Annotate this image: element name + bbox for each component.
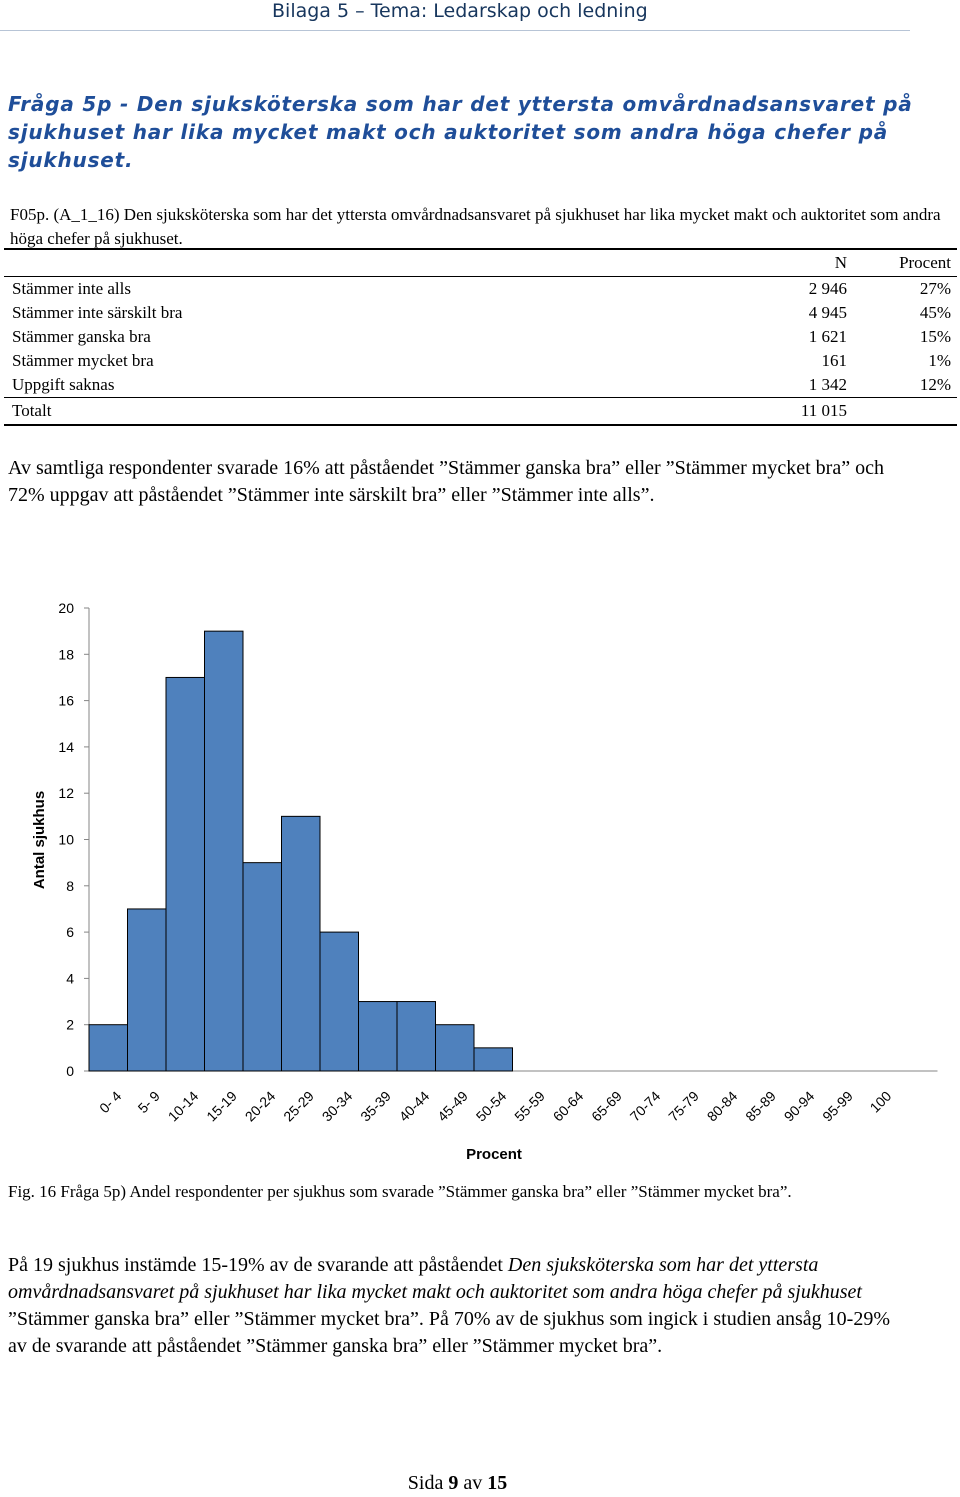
y-tick-label: 14: [58, 739, 74, 755]
x-tick-label: 65-69: [588, 1088, 625, 1125]
histogram-bar: [396, 1001, 436, 1072]
page-header: Bilaga 5 – Tema: Ledarskap och ledning: [0, 0, 910, 31]
y-tick-label: 0: [66, 1063, 74, 1079]
footer-middle: av: [458, 1472, 488, 1494]
x-tick-label: 90-94: [781, 1088, 818, 1125]
row-percent: 45%: [919, 303, 951, 322]
column-header-percent: Procent: [853, 248, 957, 277]
table-row: Stämmer inte alls 2 946 27%: [4, 277, 957, 302]
histogram-bar: [127, 908, 167, 1072]
x-tick-label: 35-39: [357, 1088, 394, 1125]
row-label: Stämmer inte särskilt bra: [12, 303, 183, 322]
question-heading: Fråga 5p - Den sjuksköterska som har det…: [8, 92, 913, 172]
row-percent: 15%: [919, 327, 951, 346]
y-tick-label: 16: [58, 693, 74, 709]
figure-caption: Fig. 16 Fråga 5p) Andel respondenter per…: [8, 1182, 792, 1201]
row-label: Stämmer ganska bra: [12, 327, 151, 346]
row-n: 2 946: [808, 279, 847, 298]
x-tick-label: 55-59: [511, 1088, 548, 1125]
y-tick-label: 8: [66, 878, 74, 894]
y-axis-label: Antal sjukhus: [31, 791, 48, 889]
y-tick-label: 10: [58, 832, 74, 848]
row-label: Stämmer inte alls: [12, 279, 131, 298]
total-label: Totalt: [4, 397, 727, 426]
y-tick-label: 4: [66, 970, 74, 986]
x-tick-label: 50-54: [473, 1088, 510, 1125]
x-tick-label: 70-74: [627, 1088, 664, 1125]
row-label: Stämmer mycket bra: [12, 351, 154, 370]
frequency-table: N Procent Stämmer inte alls 2 946 27% St…: [4, 248, 957, 426]
histogram-bar: [165, 676, 205, 1072]
page-header-text: Bilaga 5 – Tema: Ledarskap och ledning: [272, 0, 648, 22]
footer-prefix: Sida: [407, 1472, 449, 1494]
page-footer: Sida 9 av 15: [0, 1472, 915, 1495]
histogram-bar: [204, 630, 244, 1072]
x-tick-label: 75-79: [665, 1088, 702, 1125]
row-label: Uppgift saknas: [12, 375, 115, 394]
x-tick-label: 10-14: [165, 1088, 202, 1125]
x-axis-label: Procent: [466, 1146, 522, 1163]
histogram-chart: 0 2 4 6 8 10 12 14 16 18 20 0- 4 5- 9 10-14 15-19 20-24…: [31, 600, 938, 1163]
histogram-bar: [281, 815, 321, 1072]
x-tick-label: 30-34: [319, 1088, 356, 1125]
histogram-bar: [319, 931, 359, 1072]
table-row: Stämmer mycket bra 161 1%: [4, 349, 957, 373]
y-tick-label: 12: [58, 785, 74, 801]
footer-page-total: 15: [487, 1472, 508, 1494]
x-tick-label: 15-19: [203, 1088, 240, 1125]
x-tick-label: 85-89: [742, 1088, 779, 1125]
table-header-row: N Procent: [4, 248, 957, 277]
histogram-bar: [473, 1047, 513, 1072]
y-tick-label: 20: [58, 600, 74, 616]
table-row: Stämmer ganska bra 1 621 15%: [4, 325, 957, 349]
x-tick-label: 5- 9: [134, 1088, 163, 1117]
x-tick-label: 40-44: [396, 1088, 433, 1125]
x-tick-label: 100: [867, 1088, 895, 1116]
x-tick-label: 25-29: [280, 1088, 317, 1125]
column-header-n: N: [727, 248, 853, 277]
x-tick-label: 45-49: [434, 1088, 471, 1125]
x-tick-label: 95-99: [819, 1088, 856, 1125]
row-n: 1 342: [808, 375, 847, 394]
analysis-paragraph: På 19 sjukhus instämde 15-19% av de svar…: [8, 1252, 908, 1360]
histogram-bar: [358, 1001, 398, 1072]
x-tick-label: 20-24: [242, 1088, 279, 1125]
table-total-row: Totalt 11 015: [4, 397, 957, 426]
row-n: 4 945: [808, 303, 847, 322]
table-row: Stämmer inte särskilt bra 4 945 45%: [4, 301, 957, 325]
analysis-text-1: På 19 sjukhus instämde 15-19% av de svar…: [8, 1254, 508, 1276]
table-title: F05p. (A_1_16) Den sjuksköterska som har…: [10, 205, 941, 248]
x-tick-label: 0- 4: [96, 1088, 125, 1117]
histogram-bar: [242, 862, 282, 1072]
y-tick-label: 18: [58, 646, 74, 662]
row-percent: 12%: [919, 375, 951, 394]
table-row: Uppgift saknas 1 342 12%: [4, 373, 957, 398]
histogram-bar: [435, 1024, 475, 1072]
histogram-bar: [88, 1024, 128, 1072]
row-n: 161: [821, 351, 848, 370]
analysis-text-2: ”Stämmer ganska bra” eller ”Stämmer myck…: [8, 1308, 890, 1357]
footer-page-number: 9: [448, 1472, 459, 1494]
total-percent: [853, 397, 957, 426]
x-tick-label: 60-64: [550, 1088, 587, 1125]
y-tick-label: 6: [66, 924, 74, 940]
x-tick-label: 80-84: [704, 1088, 741, 1125]
analysis-text-italic: Den sjuksköterska som har det yttersta o…: [8, 1254, 862, 1303]
row-percent: 27%: [919, 279, 951, 298]
y-tick-label: 2: [66, 1017, 74, 1033]
row-n: 1 621: [808, 327, 847, 346]
row-percent: 1%: [928, 351, 951, 370]
summary-paragraph: Av samtliga respondenter svarade 16% att…: [8, 457, 884, 506]
total-n: 11 015: [727, 397, 853, 426]
